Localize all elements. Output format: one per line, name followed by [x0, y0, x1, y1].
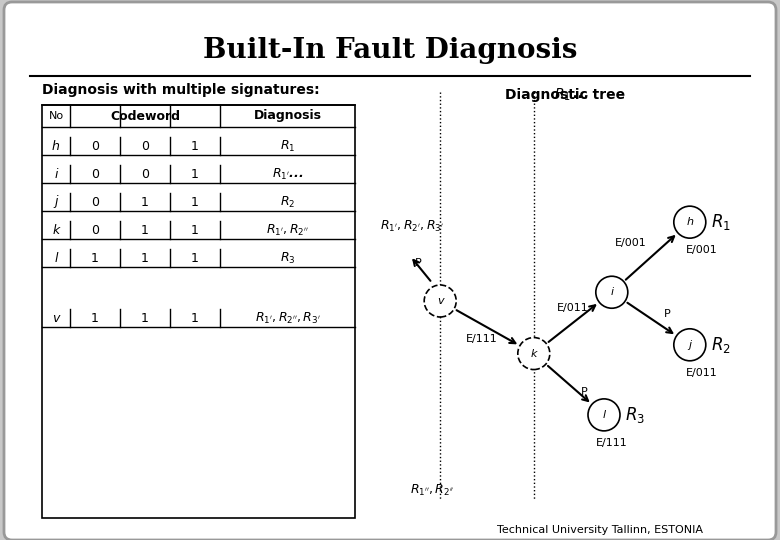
Text: 0: 0 [141, 139, 149, 152]
Text: P: P [580, 387, 587, 397]
Text: Technical University Tallinn, ESTONIA: Technical University Tallinn, ESTONIA [497, 525, 703, 535]
Text: 1: 1 [191, 195, 199, 208]
Text: E/111: E/111 [466, 334, 498, 345]
Text: 1: 1 [141, 312, 149, 325]
Text: Diagnosis: Diagnosis [254, 110, 321, 123]
Text: E/011: E/011 [557, 303, 589, 313]
Text: E/011: E/011 [686, 368, 718, 378]
Text: j: j [55, 195, 58, 208]
Text: l: l [602, 410, 605, 420]
Text: $\mathit{R}_3$: $\mathit{R}_3$ [280, 251, 296, 266]
Text: $\mathit{R}_2$: $\mathit{R}_2$ [280, 194, 295, 210]
Text: i: i [610, 287, 613, 297]
Text: h: h [52, 139, 60, 152]
Circle shape [424, 285, 456, 317]
Text: $\mathit{R}_1$: $\mathit{R}_1$ [711, 212, 731, 232]
Text: 0: 0 [91, 195, 99, 208]
Text: $\mathit{R}_{1'}$...: $\mathit{R}_{1'}$... [554, 87, 588, 103]
FancyBboxPatch shape [4, 2, 776, 540]
Text: 1: 1 [91, 252, 99, 265]
Text: 0: 0 [141, 167, 149, 180]
Text: No: No [48, 111, 63, 121]
Text: $\mathit{R}_3$: $\mathit{R}_3$ [625, 405, 645, 425]
Text: 1: 1 [191, 252, 199, 265]
Text: $\mathit{R}_2$: $\mathit{R}_2$ [711, 335, 731, 355]
Text: 1: 1 [141, 195, 149, 208]
Text: 1: 1 [141, 252, 149, 265]
Bar [42, 105, 355, 518]
Text: 0: 0 [91, 167, 99, 180]
Text: k: k [530, 348, 537, 359]
Text: 1: 1 [191, 167, 199, 180]
Text: 0: 0 [91, 224, 99, 237]
Text: $\mathit{R}_{1''}, \mathit{R}_{2''}$: $\mathit{R}_{1''}, \mathit{R}_{2''}$ [410, 482, 455, 497]
Text: E/001: E/001 [615, 238, 647, 248]
Text: 1: 1 [191, 139, 199, 152]
Circle shape [518, 338, 550, 369]
Text: k: k [52, 224, 59, 237]
Text: i: i [55, 167, 58, 180]
Circle shape [674, 329, 706, 361]
Text: Built-In Fault Diagnosis: Built-In Fault Diagnosis [203, 37, 577, 64]
Text: E/111: E/111 [596, 438, 628, 448]
Text: 1: 1 [191, 312, 199, 325]
Text: E/001: E/001 [686, 245, 718, 255]
Text: $\mathit{R}_{1'}, \mathit{R}_{2''}, \mathit{R}_{3'}$: $\mathit{R}_{1'}, \mathit{R}_{2''}, \mat… [254, 310, 321, 326]
Text: 1: 1 [191, 224, 199, 237]
Text: Diagnostic tree: Diagnostic tree [505, 88, 625, 102]
Text: $\mathit{R}_{1'}, \mathit{R}_{2'}, \mathit{R}_{3'}$: $\mathit{R}_{1'}, \mathit{R}_{2'}, \math… [380, 219, 444, 233]
Text: P: P [664, 308, 670, 319]
Text: v: v [52, 312, 60, 325]
Circle shape [674, 206, 706, 238]
Text: $\mathit{R}_{1'}$...: $\mathit{R}_{1'}$... [271, 166, 303, 181]
Circle shape [596, 276, 628, 308]
Text: $\mathit{R}_1$: $\mathit{R}_1$ [280, 138, 295, 153]
Text: 1: 1 [91, 312, 99, 325]
Text: Codeword: Codeword [110, 110, 180, 123]
Text: h: h [686, 217, 693, 227]
Text: Diagnosis with multiple signatures:: Diagnosis with multiple signatures: [42, 83, 320, 97]
Text: 0: 0 [91, 139, 99, 152]
Text: v: v [437, 296, 444, 306]
Text: P: P [415, 258, 421, 268]
Text: l: l [55, 252, 58, 265]
Text: j: j [688, 340, 691, 350]
Text: 1: 1 [141, 224, 149, 237]
Circle shape [588, 399, 620, 431]
Text: $\mathit{R}_{1'}, \mathit{R}_{2''}$: $\mathit{R}_{1'}, \mathit{R}_{2''}$ [266, 222, 309, 238]
